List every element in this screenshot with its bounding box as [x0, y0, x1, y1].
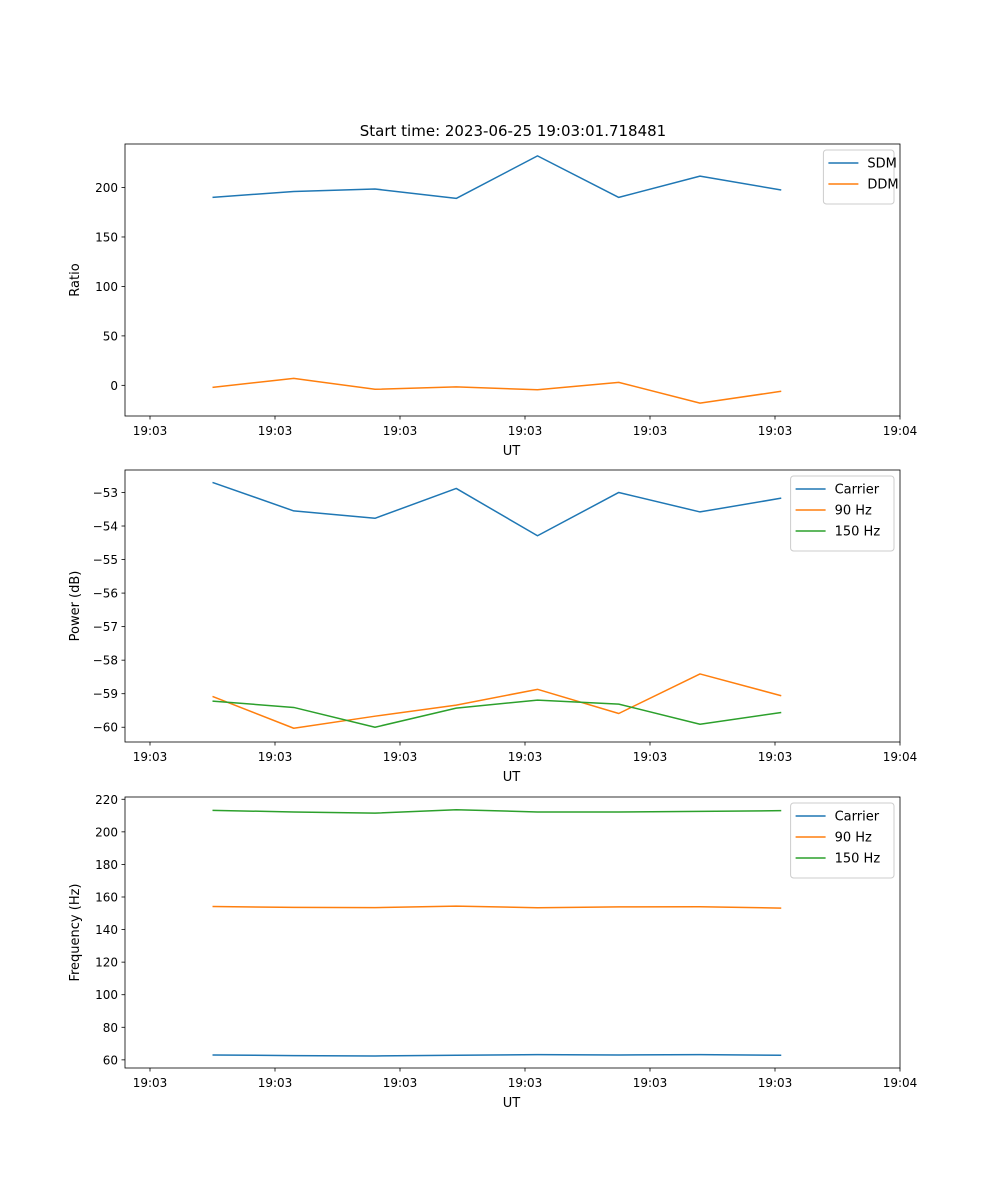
- series-line-90-hz: [212, 673, 782, 729]
- y-tick-label: 220: [95, 793, 118, 807]
- y-tick-label: −60: [93, 721, 118, 735]
- legend-label: SDM: [867, 157, 896, 172]
- x-tick-label: 19:03: [633, 750, 668, 764]
- series-line-carrier: [212, 481, 782, 537]
- y-tick-label: 180: [95, 858, 118, 872]
- x-tick-label: 19:03: [508, 750, 543, 764]
- x-tick-label: 19:03: [133, 424, 168, 438]
- legend-label: DDM: [867, 178, 898, 193]
- chart-panel-2: 19:03 19:03 19:03 19:03 19:03 19:03 19:04 −53 −5…: [68, 469, 918, 785]
- y-tick-label: −58: [93, 654, 118, 668]
- x-tick-label: 19:03: [758, 750, 793, 764]
- series-line-carrier: [212, 1053, 782, 1057]
- legend-box: [790, 475, 895, 552]
- legend-box: [790, 802, 895, 879]
- x-tick-label: 19:04: [883, 424, 918, 438]
- y-tick-label: 200: [95, 181, 118, 195]
- x-tick-label: 19:03: [383, 750, 418, 764]
- y-tick-label: 160: [95, 890, 118, 904]
- x-tick-label: 19:03: [383, 1076, 418, 1090]
- y-tick-label: −59: [93, 687, 118, 701]
- chart-panel-1: 19:03 19:03 19:03 19:03 19:03 19:03 19:04 0 50 10…: [68, 143, 918, 459]
- x-axis-label: UT: [503, 1096, 521, 1111]
- y-axis-label: Power (dB): [68, 571, 83, 642]
- series-line-150-hz: [212, 808, 782, 814]
- y-tick-label: −54: [93, 520, 118, 534]
- x-tick-label: 19:03: [758, 424, 793, 438]
- x-axis-label: UT: [503, 444, 521, 459]
- series-group: [212, 155, 782, 404]
- series-group: [212, 481, 782, 729]
- x-tick-label: 19:04: [883, 1076, 918, 1090]
- plot-frame: [124, 143, 901, 417]
- y-tick-label: −56: [93, 587, 118, 601]
- x-tick-label: 19:03: [633, 1076, 668, 1090]
- x-tick-label: 19:03: [758, 1076, 793, 1090]
- legend-label: 90 Hz: [835, 831, 872, 846]
- x-tick-label: 19:03: [508, 1076, 543, 1090]
- x-tick-label: 19:03: [258, 750, 293, 764]
- legend-label: 90 Hz: [835, 504, 872, 519]
- x-tick-label: 19:03: [258, 424, 293, 438]
- legend-label: 150 Hz: [835, 852, 881, 867]
- y-tick-label: 150: [95, 230, 118, 244]
- legend: SDM DDM: [822, 149, 899, 205]
- y-axis-label: Ratio: [68, 263, 83, 296]
- x-tick-label: 19:03: [133, 750, 168, 764]
- legend-label: Carrier: [835, 810, 880, 825]
- x-tick-label: 19:03: [258, 1076, 293, 1090]
- x-tick-label: 19:03: [633, 424, 668, 438]
- y-tick-label: 60: [103, 1053, 118, 1067]
- y-tick-label: 120: [95, 956, 118, 970]
- series-line-150-hz: [212, 699, 782, 728]
- legend: Carrier 90 Hz 150 Hz: [790, 802, 895, 879]
- y-tick-label: −55: [93, 553, 118, 567]
- legend-label: 150 Hz: [835, 525, 881, 540]
- x-tick-label: 19:04: [883, 750, 918, 764]
- plot-frame: [124, 796, 901, 1069]
- y-tick-label: 100: [95, 280, 118, 294]
- x-tick-label: 19:03: [133, 1076, 168, 1090]
- chart-panel-3: 19:03 19:03 19:03 19:03 19:03 19:03 19:04 60 80 1…: [68, 793, 917, 1111]
- y-tick-label: 140: [95, 923, 118, 937]
- x-tick-label: 19:03: [383, 424, 418, 438]
- y-tick-label: 50: [103, 329, 118, 343]
- y-tick-label: 80: [103, 1021, 118, 1035]
- y-tick-label: 200: [95, 825, 118, 839]
- series-line-sdm: [212, 155, 782, 200]
- y-tick-label: −57: [93, 620, 118, 634]
- y-tick-label: 100: [95, 988, 118, 1002]
- y-axis-label: Frequency (Hz): [68, 883, 83, 981]
- series-line-ddm: [212, 377, 782, 404]
- x-axis-label: UT: [503, 770, 521, 785]
- x-tick-label: 19:03: [508, 424, 543, 438]
- figure-title: Start time: 2023-06-25 19:03:01.718481: [360, 122, 666, 140]
- legend: Carrier 90 Hz 150 Hz: [790, 475, 895, 552]
- y-tick-label: 0: [110, 379, 118, 393]
- y-tick-label: −53: [93, 486, 118, 500]
- plot-frame: [124, 469, 901, 743]
- series-group: [212, 808, 782, 1057]
- series-line-90-hz: [212, 905, 782, 909]
- legend-label: Carrier: [835, 483, 880, 498]
